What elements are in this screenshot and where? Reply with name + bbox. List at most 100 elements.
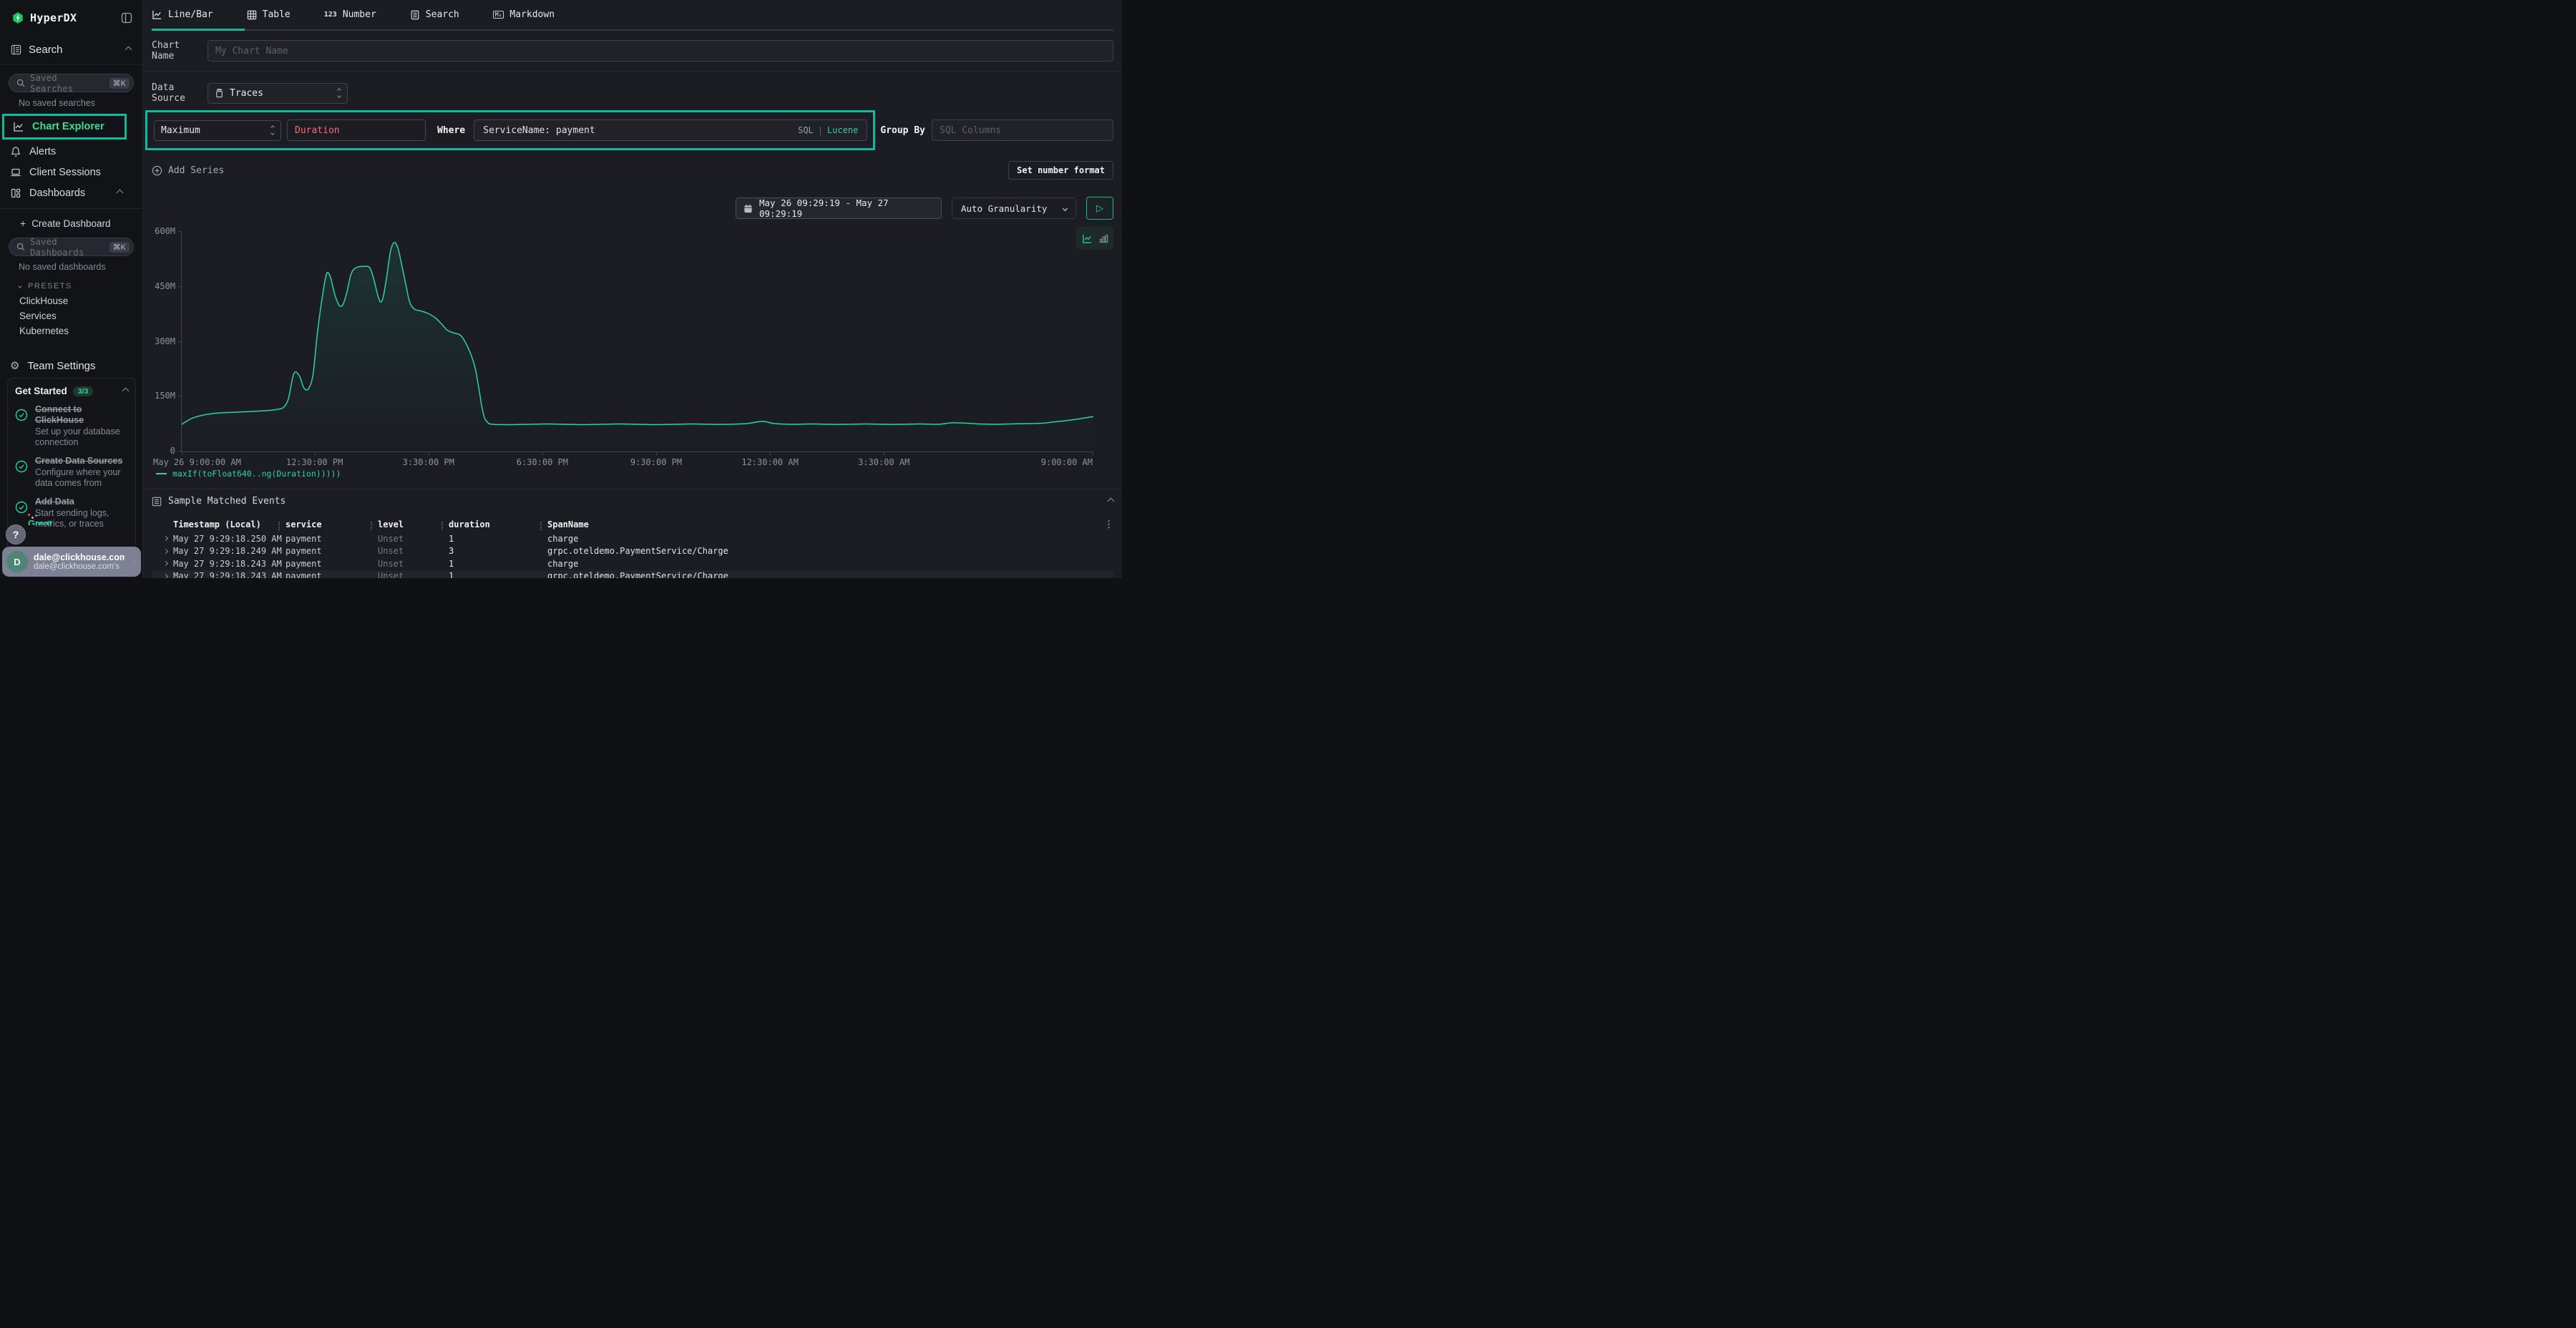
collapse-panel-icon[interactable] (1107, 497, 1115, 505)
sidebar-item-search-label: Search (29, 44, 63, 56)
sidebar-item-chart-explorer[interactable]: Chart Explorer (10, 117, 125, 136)
hyperdx-logo-icon (11, 11, 24, 24)
add-series-button[interactable]: Add Series (152, 165, 224, 176)
chart-display-toggle (1076, 227, 1113, 250)
line-chart-toggle-icon[interactable] (1082, 233, 1093, 244)
cell-duration: 1 (449, 533, 454, 544)
run-query-button[interactable]: ▷ (1086, 197, 1113, 220)
series-row: Maximum Duration Where ServiceName: paym… (143, 110, 1113, 150)
sql-toggle[interactable]: SQL (798, 125, 814, 135)
lucene-toggle[interactable]: Lucene (827, 125, 859, 135)
saved-dashboards-input[interactable]: Saved Dashboards ⌘K (9, 236, 134, 258)
presets-label: PRESETS (28, 282, 72, 290)
sidebar-item-alerts[interactable]: Alerts (0, 141, 142, 162)
data-source-select[interactable]: Traces (208, 82, 348, 104)
x-axis-tick-label: 3:30:00 AM (858, 457, 910, 467)
expand-row-icon[interactable] (152, 573, 173, 578)
actions-row: Add Series Set number format (152, 161, 1113, 180)
table-row[interactable]: May 27 9:29:18.243 AM payment Unset 1 charge (152, 557, 1113, 570)
set-number-format-button[interactable]: Set number format (1008, 161, 1113, 180)
y-axis-tick-label: 600M (155, 226, 175, 236)
col-spanname[interactable]: SpanName (540, 519, 1098, 530)
date-range-input[interactable]: May 26 09:29:19 - May 27 09:29:19 (736, 197, 942, 219)
table-row[interactable]: May 27 9:29:18.243 AM payment Unset 1 grpc.o… (152, 570, 1113, 578)
sidebar-presets: ClickHouse Services Kubernetes (0, 293, 142, 338)
help-button[interactable]: ? (6, 524, 26, 545)
chart-name-input[interactable]: My Chart Name (208, 40, 1113, 62)
circle-plus-icon (152, 165, 162, 176)
sidebar-preset-clickhouse[interactable]: ClickHouse (19, 296, 69, 306)
database-icon (215, 88, 224, 98)
aggregation-select[interactable]: Maximum (154, 119, 281, 141)
sidebar-item-client-sessions-label: Client Sessions (29, 166, 101, 178)
tab-line-bar-label: Line/Bar (168, 9, 213, 20)
help-label: ? (12, 529, 19, 540)
cell-timestamp: May 27 9:29:18.250 AM (173, 533, 282, 544)
chevron-up-icon[interactable] (122, 387, 130, 395)
expand-row-icon[interactable] (152, 561, 173, 567)
x-axis-tick-label: 3:30:00 PM (402, 457, 454, 467)
bar-chart-toggle-icon[interactable] (1099, 234, 1108, 243)
get-started-item[interactable]: Add Data Start sending logs, metrics, or … (15, 497, 128, 529)
events-table-header: Timestamp (Local) service level duration… (152, 517, 1113, 532)
col-service[interactable]: service (278, 519, 378, 530)
sidebar-item-dashboards[interactable]: Dashboards (0, 182, 142, 203)
divider (143, 71, 1122, 72)
tab-line-bar[interactable]: Line/Bar (152, 0, 213, 29)
table-icon (247, 10, 257, 20)
col-timestamp[interactable]: Timestamp (Local) (173, 519, 261, 529)
get-started-item-desc: Configure where your data comes from (35, 467, 121, 488)
search-section-icon (11, 44, 21, 55)
line-chart-icon (152, 9, 162, 20)
where-input[interactable]: ServiceName: payment SQL | Lucene (474, 119, 868, 141)
get-started-item[interactable]: Create Data Sources Configure where your … (15, 456, 128, 489)
get-started-panel: Get Started 3/3 Connect to ClickHouse Set… (7, 378, 136, 553)
col-duration[interactable]: duration (441, 519, 547, 530)
collapse-sidebar-icon[interactable] (121, 12, 132, 24)
metric-field-value: Duration (295, 125, 340, 136)
y-axis-tick-label: 450M (155, 280, 175, 291)
tab-number-label: Number (342, 9, 376, 20)
metric-field-input[interactable]: Duration (287, 119, 426, 141)
tab-number[interactable]: 123 Number (324, 0, 376, 29)
table-row[interactable]: May 27 9:29:18.250 AM payment Unset 1 charge (152, 532, 1113, 545)
legend-line-swatch (156, 473, 167, 474)
get-started-progress-badge: 3/3 (72, 386, 94, 396)
sidebar-section-search[interactable]: Search (0, 31, 142, 65)
data-source-label: Data Source (152, 82, 185, 104)
expand-row-icon[interactable] (152, 536, 173, 542)
sidebar-item-client-sessions[interactable]: Client Sessions (0, 162, 142, 182)
table-options-icon[interactable]: ⋮ (1104, 519, 1113, 530)
line-chart-icon (13, 121, 24, 132)
line-chart-plot[interactable]: 0 150M 300M 450M 600M May 26 9:00:00 AM 12:30… (153, 226, 1094, 467)
table-row[interactable]: May 27 9:29:18.249 AM payment Unset 3 grpc.o… (152, 545, 1113, 558)
sidebar-preset-kubernetes[interactable]: Kubernetes (19, 326, 69, 336)
chevron-up-icon[interactable] (125, 46, 132, 54)
where-value: ServiceName: payment (483, 125, 595, 136)
bell-icon (10, 146, 21, 157)
tab-markdown[interactable]: M↓ Markdown (492, 0, 555, 29)
cell-timestamp: May 27 9:29:18.249 AM (173, 546, 282, 557)
sidebar-item-team-settings[interactable]: ⚙ Team Settings (10, 360, 142, 372)
add-series-label: Add Series (168, 165, 225, 176)
col-level[interactable]: level (371, 519, 449, 530)
get-started-item[interactable]: Connect to ClickHouse Set up your databas… (15, 404, 128, 448)
calendar-icon (743, 204, 753, 213)
get-started-item-title: Add Data (35, 497, 74, 507)
dashboards-icon (10, 187, 21, 199)
saved-searches-input[interactable]: Saved Searches ⌘K (9, 72, 134, 94)
shortcut-badge: ⌘K (109, 77, 130, 89)
expand-row-icon[interactable] (152, 548, 173, 554)
create-dashboard-button[interactable]: + Create Dashboard (20, 218, 142, 229)
user-menu[interactable]: D dale@clickhouse.com dale@clickhouse.co… (2, 547, 141, 577)
tab-table[interactable]: Table (247, 0, 291, 29)
sidebar-preset-services[interactable]: Services (19, 311, 57, 321)
chevron-up-icon[interactable] (116, 189, 124, 197)
presets-toggle[interactable]: PRESETS (18, 282, 142, 290)
app-root: HyperDX Search Saved Searches ⌘K No save… (0, 0, 1122, 578)
group-by-input[interactable]: SQL Columns (932, 119, 1113, 141)
tab-search[interactable]: Search (410, 0, 459, 29)
granularity-select[interactable]: Auto Granularity (952, 197, 1076, 219)
chart-legend[interactable]: maxIf(toFloat640..ng(Duration))))) (156, 469, 341, 479)
markdown-icon: M↓ (492, 11, 504, 19)
